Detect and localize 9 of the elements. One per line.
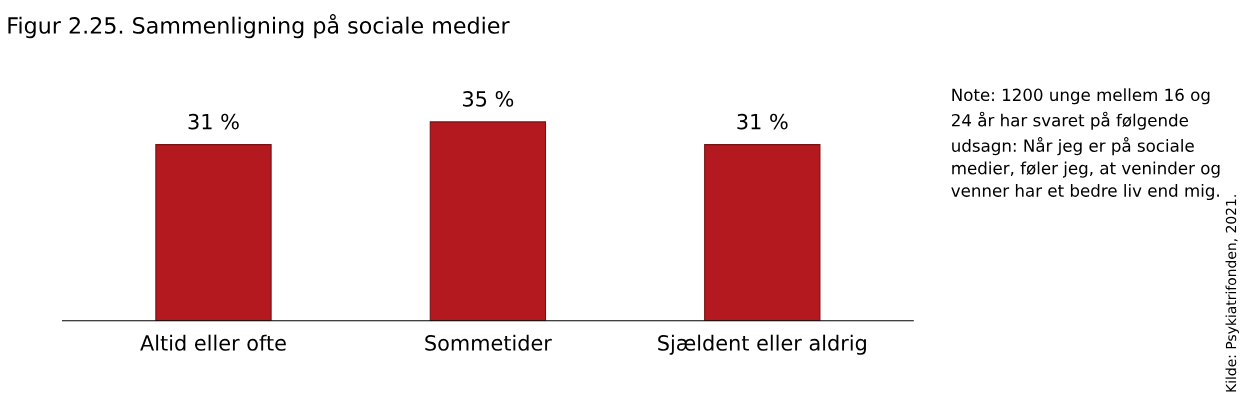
data-label: 31 % [188,113,239,130]
x-tick-label: Sommetider [425,334,552,351]
text: Note: 1200 unge mellem 16 og 24 år har svaret på følgende udsagn: Når jeg er på sociale medier, føler jeg, at veninder og venner har et bedre liv end mig. [951,88,1220,201]
text: Kilde: Psykiatrifonden, 2021. [1225,195,1239,392]
x-tick-label: Altid eller ofte [140,334,286,351]
data-label: 35 % [463,91,514,107]
chart-title: Figur 2.25. Sammenligning på sociale medier [8,14,510,39]
x-tick-label: Sjældent eller aldrig [658,334,866,355]
data-label: 31 % [737,113,788,130]
